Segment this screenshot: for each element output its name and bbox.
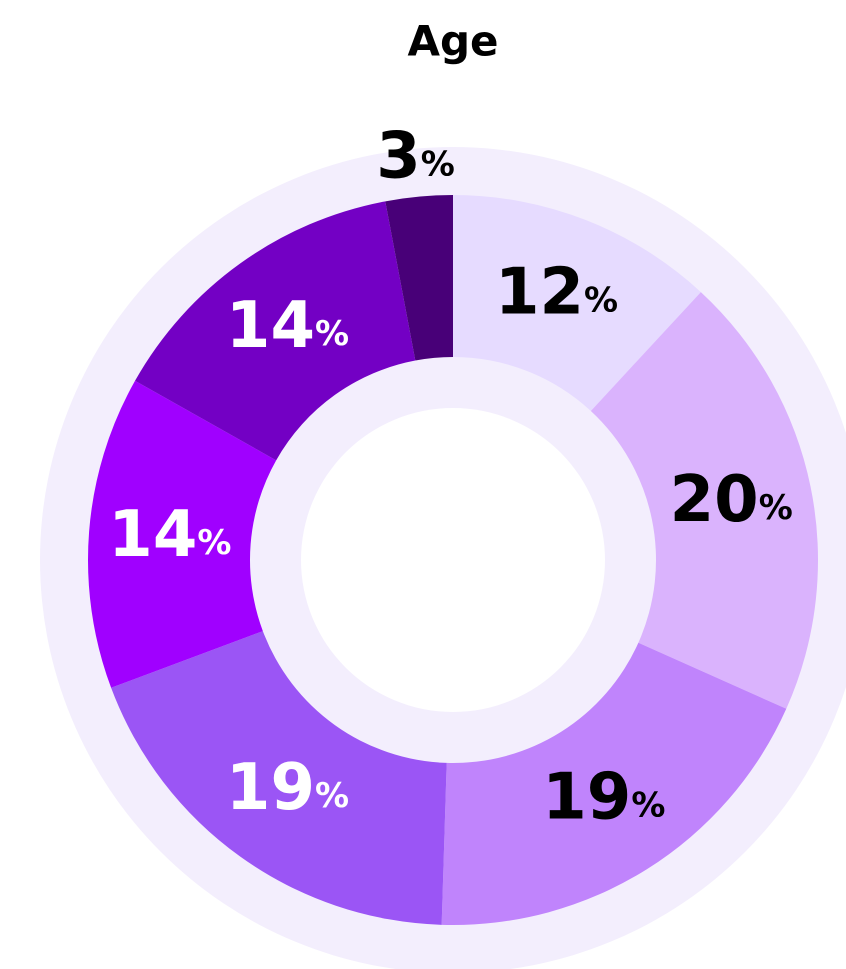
segment [590,292,818,709]
segment [88,380,277,688]
data-label: 3% [376,119,455,193]
segment [453,195,701,411]
chart-title: Age [407,17,498,66]
donut-hole [301,408,605,712]
segment [385,195,453,361]
data-label: 14% [108,498,231,572]
segments [88,195,818,926]
data-label: 20% [670,463,793,537]
labels: 12% 20% 19% 19% 14% 14% 3% [108,119,792,834]
data-label: 12% [495,255,618,329]
segment [135,201,416,461]
data-label: 19% [542,760,665,834]
data-label: 19% [226,750,349,824]
data-label: 14% [226,289,349,363]
segment [441,642,787,926]
segment [111,631,447,925]
